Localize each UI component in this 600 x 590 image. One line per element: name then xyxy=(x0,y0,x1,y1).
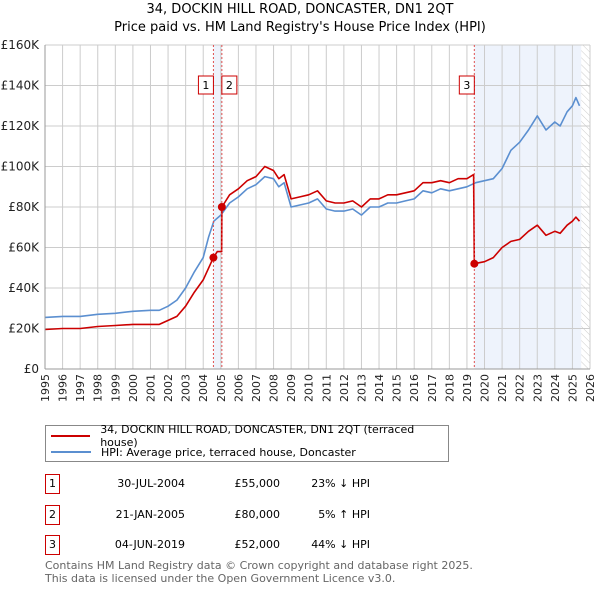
x-tick-label: 1998 xyxy=(92,374,105,402)
sale-row: 3 04-JUN-2019 £52,000 44% ↓ HPI xyxy=(45,535,445,555)
y-tick-label: £160K xyxy=(1,38,41,52)
y-tick-label: £20K xyxy=(8,322,40,336)
x-tick-label: 1997 xyxy=(74,374,87,402)
sale-point xyxy=(209,253,218,262)
x-tick-label: 2014 xyxy=(373,374,386,402)
x-tick-label: 2018 xyxy=(443,374,456,402)
x-tick-label: 1999 xyxy=(109,374,122,402)
footer-copyright: Contains HM Land Registry data © Crown c… xyxy=(45,559,473,572)
x-tick-label: 2019 xyxy=(461,374,474,402)
legend-label: 34, DOCKIN HILL ROAD, DONCASTER, DN1 2QT… xyxy=(100,423,415,449)
x-tick-label: 1996 xyxy=(57,374,70,402)
x-tick-label: 2003 xyxy=(180,374,193,402)
y-tick-label: £100K xyxy=(1,160,41,174)
sale-label: 3 xyxy=(463,79,470,92)
legend-label: HPI: Average price, terraced house, Donc… xyxy=(101,445,356,459)
sale-label: 2 xyxy=(226,79,233,92)
sale-label-box xyxy=(458,75,475,95)
x-tick-label: 2002 xyxy=(162,374,175,402)
sale-price: £55,000 xyxy=(234,477,281,490)
y-tick-label: £120K xyxy=(1,119,41,133)
price-chart: 1 2 3 1995 1996 1997 1998 1999 2000 2001 2002 2003… xyxy=(1,38,597,402)
sale-label-box xyxy=(221,75,238,95)
x-tick-label: 2011 xyxy=(320,374,333,402)
sale-price: £80,000 xyxy=(234,508,281,521)
legend-swatch-blue xyxy=(51,451,91,453)
sale-date: 04-JUN-2019 xyxy=(114,538,185,551)
x-tick-label: 2005 xyxy=(215,374,228,402)
sale-date: 30-JUL-2004 xyxy=(117,477,185,490)
x-tick-label: 2023 xyxy=(531,374,544,402)
sale-label-box xyxy=(197,75,214,95)
legend-swatch-red xyxy=(51,435,91,437)
chart-legend: 34, DOCKIN HILL ROAD, DONCASTER, DN1 2QT… xyxy=(45,423,449,462)
x-tick-label: 2015 xyxy=(391,374,404,402)
sale-number-badge: 1 xyxy=(45,474,60,494)
sale-hpi-diff: 23% ↓ HPI xyxy=(311,477,370,490)
x-tick-label: 2000 xyxy=(127,374,140,402)
sale-date: 21-JAN-2005 xyxy=(115,508,185,521)
x-tick-label: 2026 xyxy=(584,374,597,402)
x-tick-label: 2008 xyxy=(268,374,281,402)
sale-number-badge: 3 xyxy=(45,535,60,555)
y-tick-label: £60K xyxy=(8,241,40,255)
sale-label: 1 xyxy=(202,79,209,92)
x-tick-label: 1995 xyxy=(39,374,52,402)
footer-licence: This data is licensed under the Open Gov… xyxy=(45,572,396,585)
property-price-line xyxy=(44,165,581,331)
y-tick-label: £0 xyxy=(24,362,39,376)
x-tick-label: 2007 xyxy=(250,374,263,402)
x-tick-label: 2009 xyxy=(285,374,298,402)
x-tick-label: 2004 xyxy=(197,374,210,402)
chart-subtitle: Price paid vs. HM Land Registry's House … xyxy=(114,20,486,35)
sale-point xyxy=(217,203,226,211)
sale-point xyxy=(470,259,479,268)
x-tick-label: 2022 xyxy=(514,374,527,402)
x-tick-label: 2024 xyxy=(549,374,562,402)
hpi-line xyxy=(44,96,581,319)
x-tick-label: 2020 xyxy=(479,374,492,402)
chart-title: 34, DOCKIN HILL ROAD, DONCASTER, DN1 2QT xyxy=(146,2,454,17)
x-tick-label: 2013 xyxy=(355,374,368,402)
sale-number-badge: 2 xyxy=(45,505,60,525)
x-tick-label: 2012 xyxy=(338,374,351,402)
y-tick-label: £40K xyxy=(8,281,40,295)
sale-hpi-diff: 44% ↓ HPI xyxy=(311,538,370,551)
legend-item-hpi: HPI: Average price, terraced house, Donc… xyxy=(46,444,356,460)
x-tick-label: 2025 xyxy=(566,374,579,402)
x-tick-label: 2006 xyxy=(232,374,245,402)
legend-item-property: 34, DOCKIN HILL ROAD, DONCASTER, DN1 2QT… xyxy=(46,423,448,449)
y-tick-label: £140K xyxy=(1,79,41,93)
sale-row: 2 21-JAN-2005 £80,000 5% ↑ HPI xyxy=(45,505,445,525)
x-tick-label: 2021 xyxy=(496,374,509,402)
sale-row: 1 30-JUL-2004 £55,000 23% ↓ HPI xyxy=(45,474,445,494)
x-tick-label: 2010 xyxy=(303,374,316,402)
sale-hpi-diff: 5% ↑ HPI xyxy=(318,508,370,521)
x-tick-label: 2001 xyxy=(144,374,157,402)
sale-price: £52,000 xyxy=(234,538,281,551)
y-tick-label: £80K xyxy=(8,200,40,214)
x-tick-label: 2017 xyxy=(426,374,439,402)
x-tick-label: 2016 xyxy=(408,374,421,402)
